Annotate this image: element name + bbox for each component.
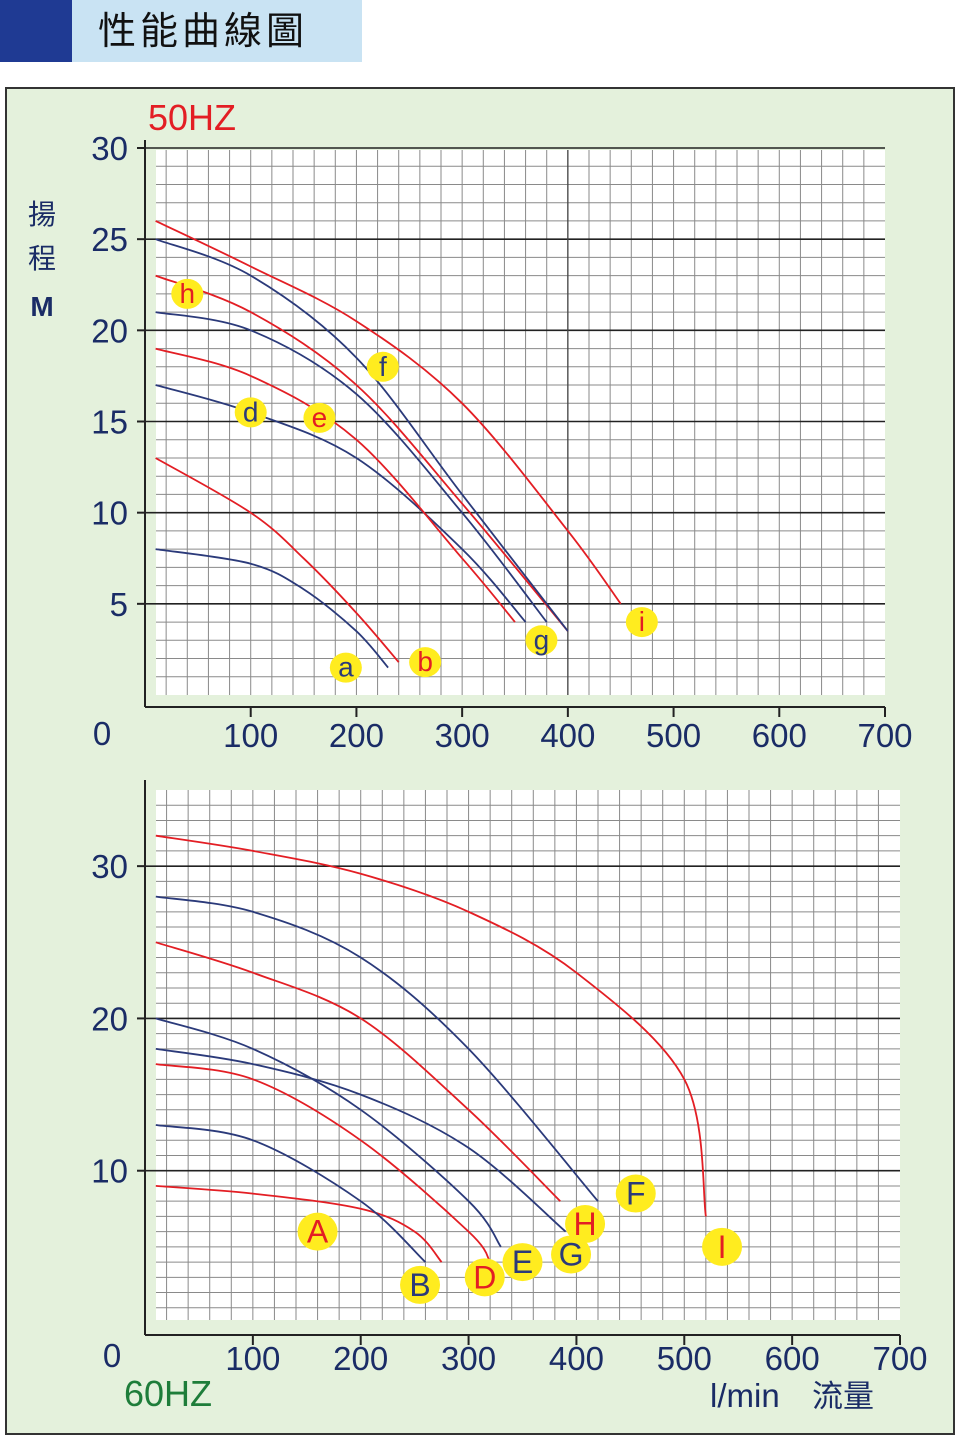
- curve-b: [155, 457, 400, 663]
- y-axis-unit: M: [30, 291, 53, 322]
- page-title: 性能曲線圖: [98, 9, 309, 53]
- curve-label: I: [718, 1229, 727, 1265]
- curve-F: [155, 895, 599, 1202]
- y-tick-label: 30: [91, 130, 128, 167]
- x-tick-label: 300: [441, 1340, 496, 1377]
- x-tick-label: 400: [540, 717, 595, 754]
- banner-accent-block: [0, 0, 72, 62]
- curve-label: H: [574, 1206, 597, 1242]
- curve-label: h: [179, 278, 195, 309]
- curve-label-bubble: [551, 1235, 592, 1274]
- curve-label-bubble: [409, 647, 442, 678]
- curve-label-bubble: [366, 351, 399, 382]
- x-tick-label: 100: [223, 717, 278, 754]
- x-tick-label: 200: [333, 1340, 388, 1377]
- curve-label: g: [534, 624, 550, 655]
- curve-label-bubble: [702, 1227, 743, 1266]
- curve-d: [155, 384, 527, 623]
- x-tick-label: 0: [93, 715, 111, 752]
- curve-H: [155, 941, 561, 1202]
- curve-label-bubble: [502, 1243, 543, 1282]
- curve-label-bubble: [615, 1174, 656, 1213]
- y-tick-label: 30: [91, 848, 128, 885]
- curve-label-bubble: [525, 625, 558, 656]
- y-tick-label: 15: [91, 404, 128, 441]
- curve-a: [155, 548, 389, 669]
- curve-label-bubble: [303, 402, 336, 433]
- y-tick-label: 10: [91, 1153, 128, 1190]
- major-grid: [145, 147, 885, 695]
- curve-label: a: [338, 652, 354, 683]
- x-tick-label: 700: [857, 717, 912, 754]
- x-tick-label: 200: [329, 717, 384, 754]
- curve-label: E: [512, 1244, 533, 1280]
- curve-G: [155, 1048, 567, 1233]
- y-tick-label: 5: [110, 586, 128, 623]
- curve-label-bubble: [329, 652, 362, 683]
- x-tick-label: 0: [103, 1337, 121, 1374]
- x-tick-label: 500: [657, 1340, 712, 1377]
- curve-label-bubble: [234, 397, 267, 428]
- curve-label: G: [559, 1236, 584, 1272]
- y-axis-label-line2: 程: [28, 242, 56, 275]
- major-grid: [145, 865, 900, 1172]
- curve-label-bubble: [565, 1205, 606, 1244]
- curve-label: D: [473, 1259, 496, 1295]
- curve-D: [155, 1063, 491, 1263]
- x-tick-label: 700: [872, 1340, 927, 1377]
- y-axis-label-line1: 揚: [28, 198, 56, 231]
- curve-label: i: [639, 606, 645, 637]
- x-tick-label: 300: [435, 717, 490, 754]
- x-tick-label: 400: [549, 1340, 604, 1377]
- y-tick-label: 20: [91, 312, 128, 349]
- curve-label: e: [312, 402, 328, 433]
- curve-h: [155, 274, 569, 632]
- curve-label-bubble: [625, 607, 658, 638]
- curve-g: [155, 311, 548, 623]
- x-tick-label: 600: [752, 717, 807, 754]
- x-tick-label: 500: [646, 717, 701, 754]
- curve-label-bubble: [464, 1258, 505, 1297]
- plot-area: [156, 150, 885, 695]
- curve-label: A: [307, 1214, 329, 1250]
- curve-label-bubble: [171, 278, 204, 309]
- curve-i: [155, 220, 622, 605]
- title-banner: 性能曲線圖: [0, 0, 362, 62]
- curve-label: d: [243, 396, 259, 427]
- curve-label-bubble: [297, 1212, 338, 1251]
- curve-I: [155, 834, 707, 1217]
- curve-A: [155, 1185, 443, 1263]
- curve-E: [155, 1017, 502, 1248]
- x-tick-label: 100: [225, 1340, 280, 1377]
- curve-label: f: [379, 351, 387, 382]
- curve-label: b: [417, 646, 433, 677]
- curve-label: F: [626, 1176, 646, 1212]
- curve-e: [155, 347, 516, 623]
- x-axis-unit-cjk: 流量: [812, 1379, 874, 1415]
- frequency-title: 50HZ: [148, 97, 236, 138]
- banner-background: [72, 0, 362, 62]
- x-axis-unit: l/min: [710, 1377, 780, 1414]
- curve-label: B: [409, 1267, 430, 1303]
- curve-label-bubble: [400, 1265, 441, 1304]
- curve-B: [155, 1124, 427, 1263]
- x-tick-label: 600: [765, 1340, 820, 1377]
- frequency-title: 60HZ: [124, 1373, 212, 1414]
- y-tick-label: 20: [91, 1000, 128, 1037]
- y-tick-label: 25: [91, 221, 128, 258]
- y-tick-label: 10: [91, 495, 128, 532]
